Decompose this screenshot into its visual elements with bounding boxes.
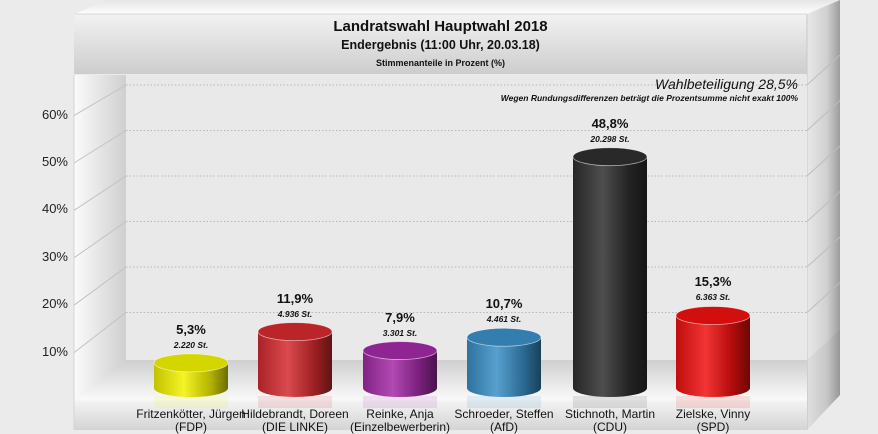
votes-label: 20.298 St. xyxy=(590,133,630,144)
gridline-right-face xyxy=(806,100,841,131)
bar-top xyxy=(675,306,751,325)
y-tick-label: 20% xyxy=(41,296,68,312)
candidate-name: Zielske, Vinny xyxy=(675,407,751,421)
value-label: 48,8% xyxy=(591,115,629,131)
frame-top-face xyxy=(74,0,840,14)
gridline-side xyxy=(73,175,127,211)
turnout-label: Wahlbeteiligung 28,5% xyxy=(655,76,798,92)
bar-body xyxy=(154,362,228,397)
header-panel xyxy=(74,14,807,74)
value-label: 5,3% xyxy=(176,321,206,337)
bar-top xyxy=(466,327,542,347)
gridline-side xyxy=(73,312,127,353)
votes-label: 4.461 St. xyxy=(486,314,522,325)
bar-top xyxy=(362,341,438,360)
bar-reflection xyxy=(154,396,228,408)
gridline-right-face xyxy=(806,236,841,268)
votes-label: 3.301 St. xyxy=(382,327,418,338)
votes-label: 4.936 St. xyxy=(277,308,313,319)
votes-label: 6.363 St. xyxy=(695,292,731,303)
gridlines xyxy=(73,54,841,353)
bar-reflection xyxy=(467,396,541,408)
bar xyxy=(153,353,229,397)
category-label-strip xyxy=(74,400,807,430)
gridline-right-face xyxy=(806,145,841,177)
right-face-floor-shade xyxy=(807,330,840,430)
gridline-side xyxy=(73,266,127,306)
rounding-note: Wegen Rundungsdifferenzen beträgt die Pr… xyxy=(500,93,798,103)
value-label: 10,7% xyxy=(485,296,523,312)
gridline-right-face xyxy=(806,282,841,313)
gridline-right-face xyxy=(806,191,841,222)
candidate-name: Fritzenkötter, Jürgen xyxy=(136,407,246,421)
bar-reflection xyxy=(363,396,437,408)
gridline-right-face xyxy=(806,54,841,86)
bar-body xyxy=(573,156,647,397)
bar-top xyxy=(153,353,229,373)
value-label: 7,9% xyxy=(385,309,415,325)
bar-body xyxy=(676,315,750,397)
bar-body xyxy=(258,331,332,397)
candidate-name: Reinke, Anja xyxy=(366,407,434,421)
bar xyxy=(257,322,333,397)
y-tick-label: 30% xyxy=(41,248,68,264)
category-label: Zielske, Vinny (SPD) xyxy=(643,408,783,434)
candidate-name: Schroeder, Steffen xyxy=(454,407,554,421)
bar-reflection xyxy=(676,396,750,408)
y-tick-label: 60% xyxy=(41,106,68,122)
bar xyxy=(572,147,648,397)
candidate-name: Stichnoth, Martin xyxy=(564,407,656,421)
candidate-name: Hildebrandt, Doreen xyxy=(241,407,349,421)
gridline-side xyxy=(73,221,127,259)
votes-label: 2.220 St. xyxy=(173,339,209,350)
bar-body xyxy=(467,337,541,397)
bar-top xyxy=(572,147,648,167)
bar-reflection xyxy=(573,396,647,408)
bars xyxy=(153,147,751,408)
gridline-side xyxy=(73,130,127,164)
bar xyxy=(675,306,751,397)
bar xyxy=(362,341,438,397)
value-label: 15,3% xyxy=(694,274,732,290)
bar-body xyxy=(363,350,437,397)
value-label: 11,9% xyxy=(276,290,314,306)
bar-reflection xyxy=(258,396,332,408)
y-tick-label: 40% xyxy=(41,201,68,217)
y-tick-label: 10% xyxy=(41,343,68,359)
bar xyxy=(466,327,542,397)
left-wall xyxy=(74,75,126,400)
bar-top xyxy=(257,322,333,341)
y-tick-label: 50% xyxy=(41,154,68,169)
gridline-side xyxy=(73,84,127,117)
party-name: (SPD) xyxy=(696,420,730,434)
